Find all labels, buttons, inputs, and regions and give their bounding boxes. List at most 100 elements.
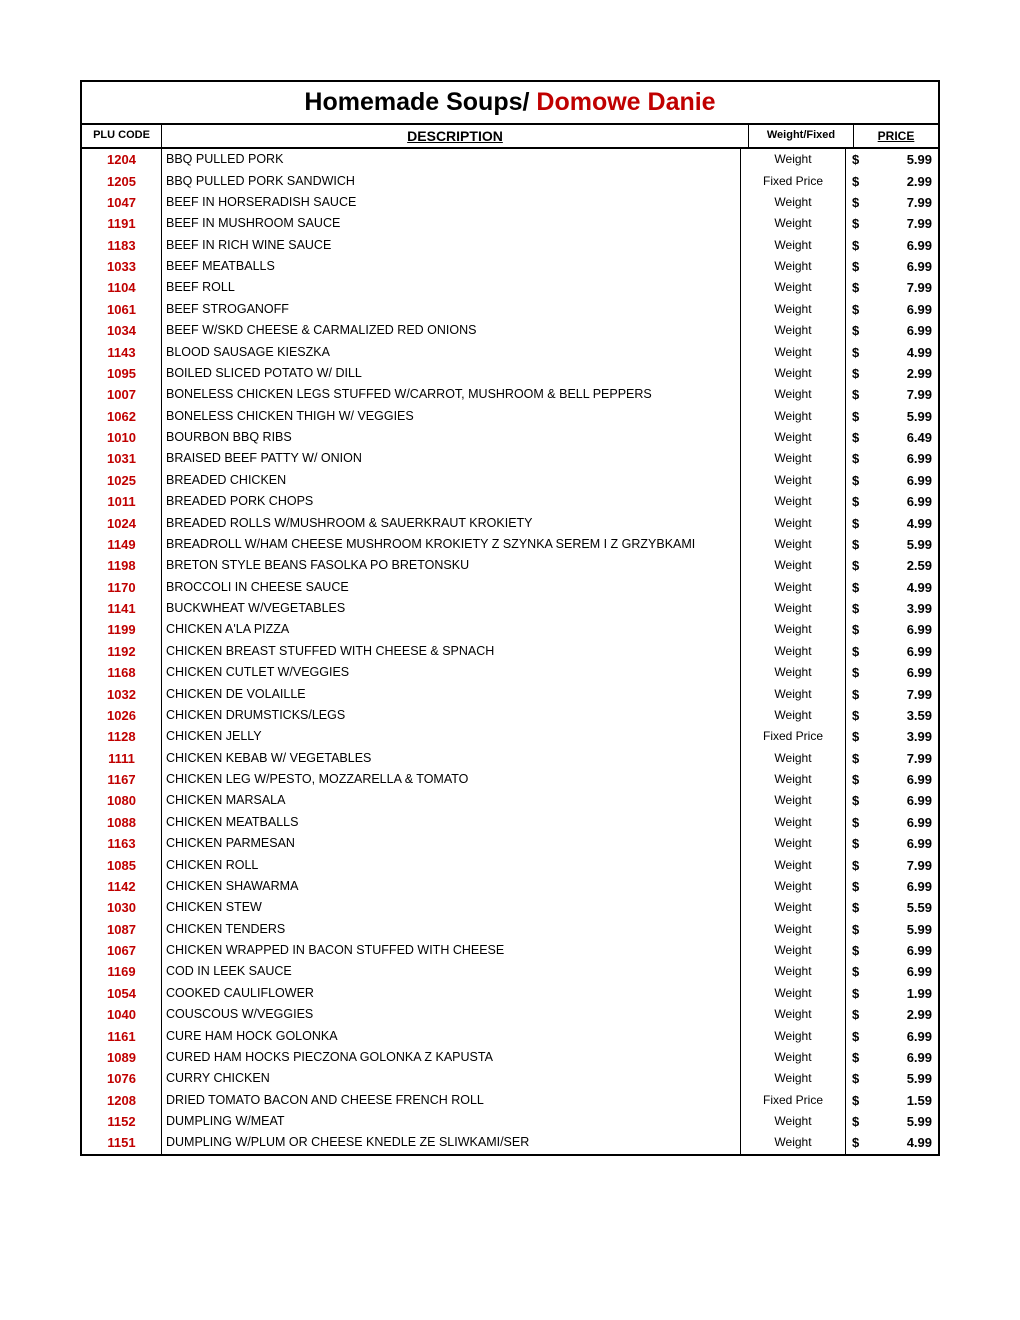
cell-weight-fixed: Weight — [741, 662, 846, 683]
price-amount: 3.99 — [907, 730, 932, 743]
currency-symbol: $ — [852, 367, 859, 380]
price-amount: 5.59 — [907, 901, 932, 914]
cell-description: CHICKEN LEG W/PESTO, MOZZARELLA & TOMATO — [162, 769, 741, 790]
currency-symbol: $ — [852, 730, 859, 743]
table-row: 1047BEEF IN HORSERADISH SAUCEWeight$7.99 — [82, 192, 938, 213]
cell-weight-fixed: Weight — [741, 897, 846, 918]
currency-symbol: $ — [852, 987, 859, 1000]
cell-price: $5.99 — [846, 149, 938, 170]
currency-symbol: $ — [852, 623, 859, 636]
cell-price: $7.99 — [846, 854, 938, 875]
price-amount: 6.99 — [907, 880, 932, 893]
price-amount: 7.99 — [907, 388, 932, 401]
cell-weight-fixed: Weight — [741, 555, 846, 576]
table-row: 1151DUMPLING W/PLUM OR CHEESE KNEDLE ZE … — [82, 1132, 938, 1153]
price-amount: 6.99 — [907, 239, 932, 252]
title-row: Homemade Soups/ Domowe Danie — [82, 82, 938, 125]
currency-symbol: $ — [852, 944, 859, 957]
currency-symbol: $ — [852, 1072, 859, 1085]
cell-plu: 1149 — [82, 534, 162, 555]
table-row: 1026CHICKEN DRUMSTICKS/LEGSWeight$3.59 — [82, 705, 938, 726]
cell-description: CHICKEN BREAST STUFFED WITH CHEESE & SPN… — [162, 641, 741, 662]
cell-weight-fixed: Weight — [741, 256, 846, 277]
price-amount: 6.99 — [907, 474, 932, 487]
cell-description: CURED HAM HOCKS PIECZONA GOLONKA Z KAPUS… — [162, 1047, 741, 1068]
cell-price: $6.99 — [846, 619, 938, 640]
table-row: 1167CHICKEN LEG W/PESTO, MOZZARELLA & TO… — [82, 769, 938, 790]
cell-plu: 1062 — [82, 406, 162, 427]
cell-description: CURRY CHICKEN — [162, 1068, 741, 1089]
cell-description: CHICKEN MEATBALLS — [162, 812, 741, 833]
cell-plu: 1199 — [82, 619, 162, 640]
cell-price: $6.99 — [846, 470, 938, 491]
cell-price: $5.99 — [846, 1068, 938, 1089]
price-amount: 7.99 — [907, 752, 932, 765]
cell-plu: 1085 — [82, 854, 162, 875]
cell-weight-fixed: Fixed Price — [741, 726, 846, 747]
cell-plu: 1011 — [82, 491, 162, 512]
cell-plu: 1087 — [82, 919, 162, 940]
currency-symbol: $ — [852, 1094, 859, 1107]
price-amount: 5.99 — [907, 153, 932, 166]
cell-weight-fixed: Weight — [741, 512, 846, 533]
currency-symbol: $ — [852, 773, 859, 786]
cell-description: CHICKEN SHAWARMA — [162, 876, 741, 897]
cell-price: $6.99 — [846, 1047, 938, 1068]
cell-weight-fixed: Weight — [741, 341, 846, 362]
cell-price: $1.59 — [846, 1090, 938, 1111]
cell-weight-fixed: Weight — [741, 790, 846, 811]
table-row: 1033BEEF MEATBALLSWeight$6.99 — [82, 256, 938, 277]
price-amount: 5.99 — [907, 1072, 932, 1085]
cell-price: $6.99 — [846, 812, 938, 833]
cell-price: $7.99 — [846, 277, 938, 298]
cell-plu: 1030 — [82, 897, 162, 918]
header-row: PLU CODE DESCRIPTION Weight/Fixed PRICE — [82, 125, 938, 149]
price-amount: 2.99 — [907, 175, 932, 188]
currency-symbol: $ — [852, 602, 859, 615]
cell-plu: 1089 — [82, 1047, 162, 1068]
cell-plu: 1204 — [82, 149, 162, 170]
price-amount: 2.99 — [907, 1008, 932, 1021]
cell-price: $5.99 — [846, 534, 938, 555]
data-rows: 1204BBQ PULLED PORKWeight$5.991205BBQ PU… — [82, 149, 938, 1154]
cell-description: BREADED ROLLS W/MUSHROOM & SAUERKRAUT KR… — [162, 512, 741, 533]
cell-plu: 1034 — [82, 320, 162, 341]
currency-symbol: $ — [852, 709, 859, 722]
price-amount: 6.99 — [907, 495, 932, 508]
table-row: 1067CHICKEN WRAPPED IN BACON STUFFED WIT… — [82, 940, 938, 961]
cell-plu: 1191 — [82, 213, 162, 234]
currency-symbol: $ — [852, 303, 859, 316]
cell-price: $6.99 — [846, 790, 938, 811]
currency-symbol: $ — [852, 880, 859, 893]
cell-price: $4.99 — [846, 512, 938, 533]
cell-price: $6.49 — [846, 427, 938, 448]
price-amount: 7.99 — [907, 217, 932, 230]
cell-plu: 1163 — [82, 833, 162, 854]
price-amount: 3.59 — [907, 709, 932, 722]
cell-price: $4.99 — [846, 1132, 938, 1153]
table-row: 1199CHICKEN A'LA PIZZAWeight$6.99 — [82, 619, 938, 640]
cell-weight-fixed: Weight — [741, 427, 846, 448]
table-row: 1089CURED HAM HOCKS PIECZONA GOLONKA Z K… — [82, 1047, 938, 1068]
cell-weight-fixed: Weight — [741, 577, 846, 598]
price-amount: 5.99 — [907, 538, 932, 551]
cell-description: BONELESS CHICKEN THIGH W/ VEGGIES — [162, 406, 741, 427]
currency-symbol: $ — [852, 1008, 859, 1021]
cell-price: $6.99 — [846, 320, 938, 341]
cell-description: CHICKEN MARSALA — [162, 790, 741, 811]
cell-plu: 1170 — [82, 577, 162, 598]
cell-price: $3.59 — [846, 705, 938, 726]
cell-weight-fixed: Weight — [741, 277, 846, 298]
cell-weight-fixed: Weight — [741, 235, 846, 256]
table-row: 1025BREADED CHICKENWeight$6.99 — [82, 470, 938, 491]
cell-plu: 1151 — [82, 1132, 162, 1153]
cell-price: $6.99 — [846, 299, 938, 320]
cell-description: BONELESS CHICKEN LEGS STUFFED W/CARROT, … — [162, 384, 741, 405]
table-row: 1163CHICKEN PARMESANWeight$6.99 — [82, 833, 938, 854]
cell-description: BEEF STROGANOFF — [162, 299, 741, 320]
cell-description: BEEF MEATBALLS — [162, 256, 741, 277]
cell-price: $6.99 — [846, 769, 938, 790]
header-desc: DESCRIPTION — [162, 125, 749, 147]
cell-weight-fixed: Weight — [741, 448, 846, 469]
cell-plu: 1183 — [82, 235, 162, 256]
